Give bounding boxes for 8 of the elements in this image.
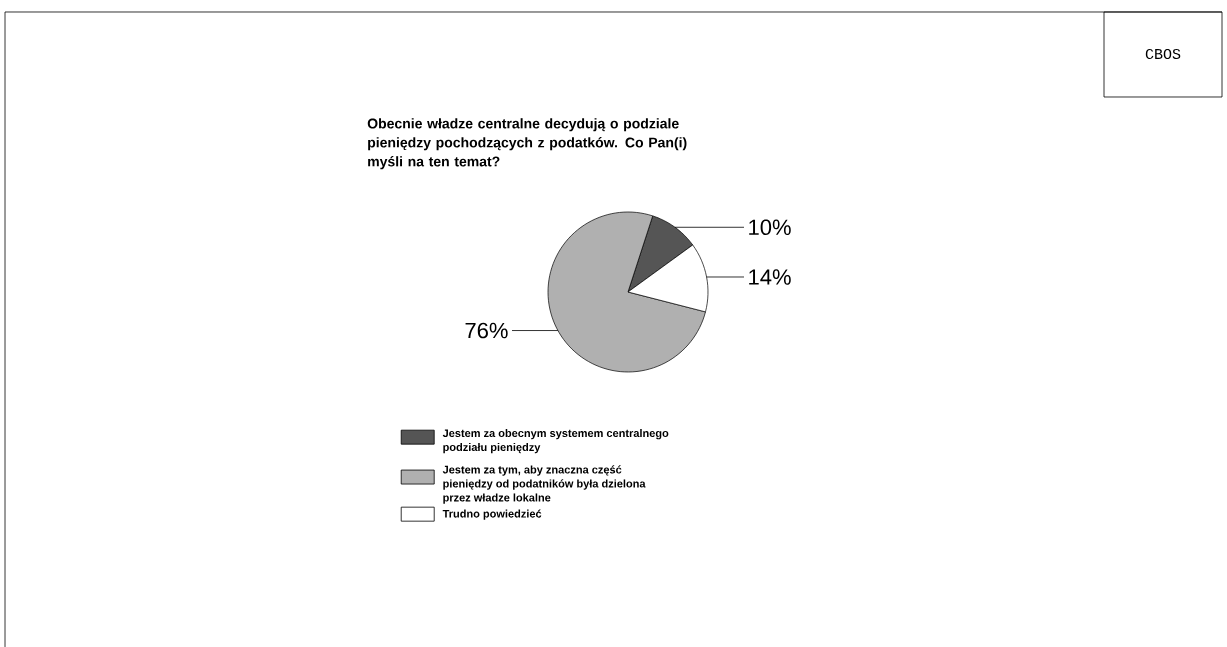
data-label: 14% (749, 269, 791, 285)
text: CBOS (1145, 48, 1181, 60)
legend-label: Trudno powiedzieć (442, 509, 542, 520)
data-label: 76% (465, 322, 508, 339)
legend-label: Jestem za tym, aby znaczna część pieniędzy od podatników była dzielona przez władze lokalne (442, 465, 646, 504)
data-label: 10% (749, 219, 791, 236)
legend-label: Jestem za obecnym systemem centralnego podziału pieniędzy (442, 428, 669, 454)
chart-title: Obecnie władze centralne decydują o podziale pieniędzy pochodzących z podatków. Co Pan(i) myśli na ten temat? (367, 118, 687, 170)
